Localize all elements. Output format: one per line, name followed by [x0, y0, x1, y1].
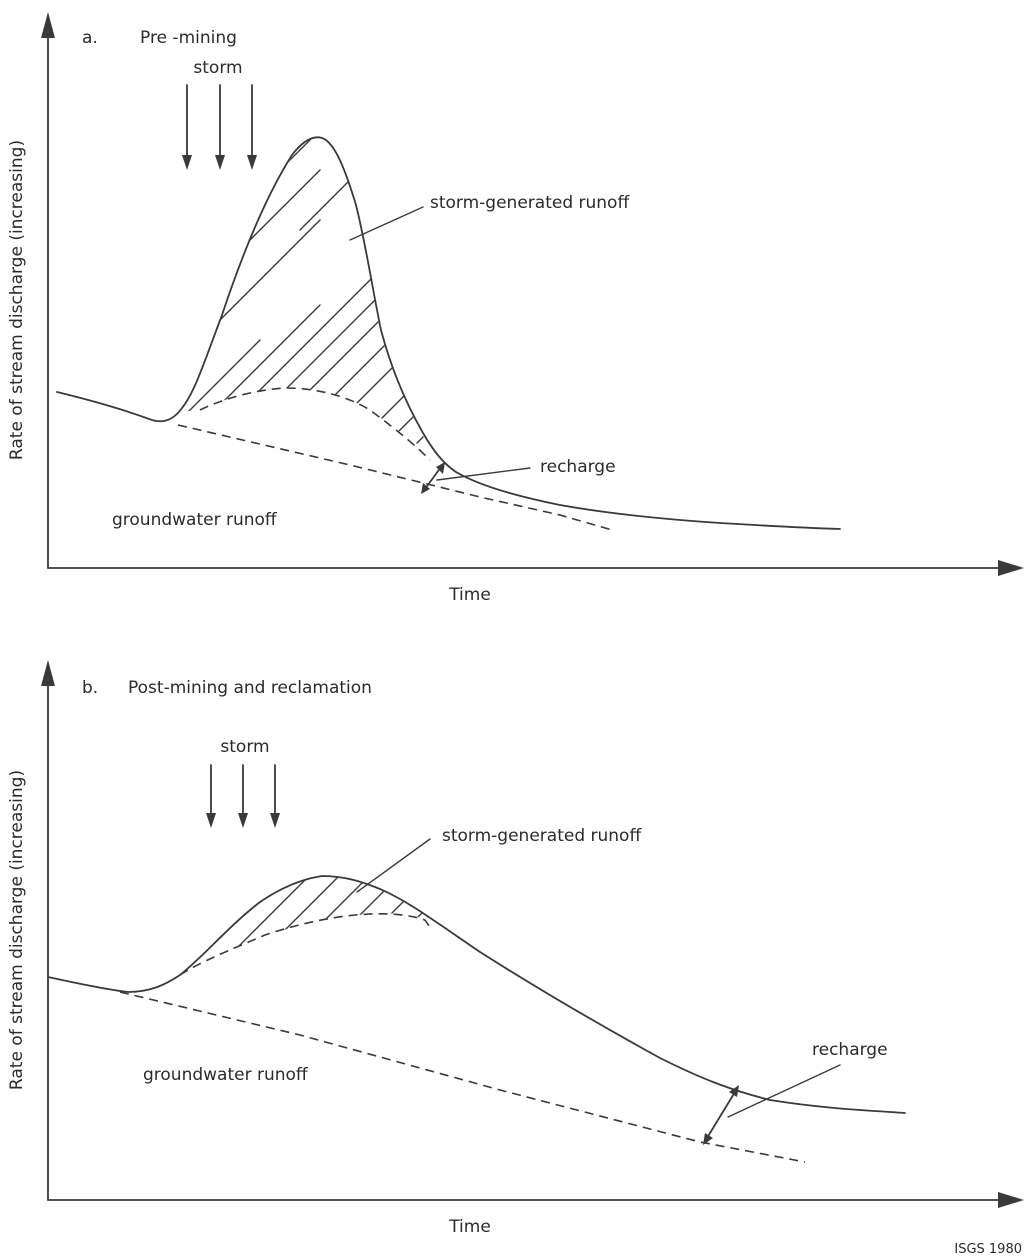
storm-runoff-hatching-b [224, 876, 432, 961]
recharge-label-a: recharge [540, 457, 616, 477]
storm-arrows-b [206, 764, 280, 828]
recharge-leader-a [436, 467, 531, 481]
storm-runoff-leader-a [349, 206, 424, 241]
storm-runoff-label-a: storm-generated runoff [430, 193, 630, 213]
x-axis-label-b: Time [448, 1217, 491, 1237]
panel-a-title: Pre -mining [140, 28, 237, 48]
recharge-arrowhead-top-b [729, 1085, 739, 1097]
y-axis-arrowhead-b [41, 660, 55, 686]
storm-label-b: storm [220, 737, 269, 757]
groundwater-baseline-a [177, 424, 613, 531]
y-axis-arrowhead-a [41, 12, 55, 38]
y-axis-label-a: Rate of stream discharge (increasing) [7, 140, 27, 460]
hydrograph-curve-b [47, 875, 906, 1114]
panel-b: b. Post-mining and reclamation Rate of s… [7, 660, 1024, 1237]
storm-label-a: storm [193, 58, 242, 78]
x-axis-label-a: Time [448, 585, 491, 605]
panel-a: a. Pre -mining Rate of stream discharge … [7, 12, 1024, 605]
x-axis-arrowhead-b [998, 1192, 1024, 1208]
storm-runoff-hatching-a [178, 137, 445, 465]
recharge-arrowhead-bottom-a [421, 483, 430, 494]
storm-arrows-a [182, 84, 257, 170]
storm-runoff-leader-b [356, 838, 431, 893]
storm-runoff-label-b: storm-generated runoff [442, 826, 642, 846]
recharge-arrow-b [706, 1091, 736, 1139]
panel-a-letter: a. [82, 28, 98, 48]
recharge-arrowhead-bottom-b [703, 1133, 713, 1145]
recharge-arrowhead-top-a [436, 462, 445, 474]
recharge-label-b: recharge [812, 1040, 888, 1060]
y-axis-label-b: Rate of stream discharge (increasing) [7, 770, 27, 1090]
panel-b-letter: b. [82, 678, 98, 698]
credit-label: ISGS 1980 [954, 1242, 1022, 1257]
storm-runoff-boundary-a [199, 387, 431, 461]
recharge-arrow-a [424, 466, 442, 490]
groundwater-label-b: groundwater runoff [143, 1065, 309, 1085]
hydrograph-curve-a [56, 136, 841, 530]
groundwater-baseline-b [119, 991, 806, 1163]
x-axis-arrowhead-a [998, 560, 1024, 576]
groundwater-label-a: groundwater runoff [112, 510, 278, 530]
panel-b-title: Post-mining and reclamation [128, 678, 372, 698]
storm-runoff-boundary-b [179, 913, 433, 976]
recharge-leader-b [727, 1064, 841, 1118]
